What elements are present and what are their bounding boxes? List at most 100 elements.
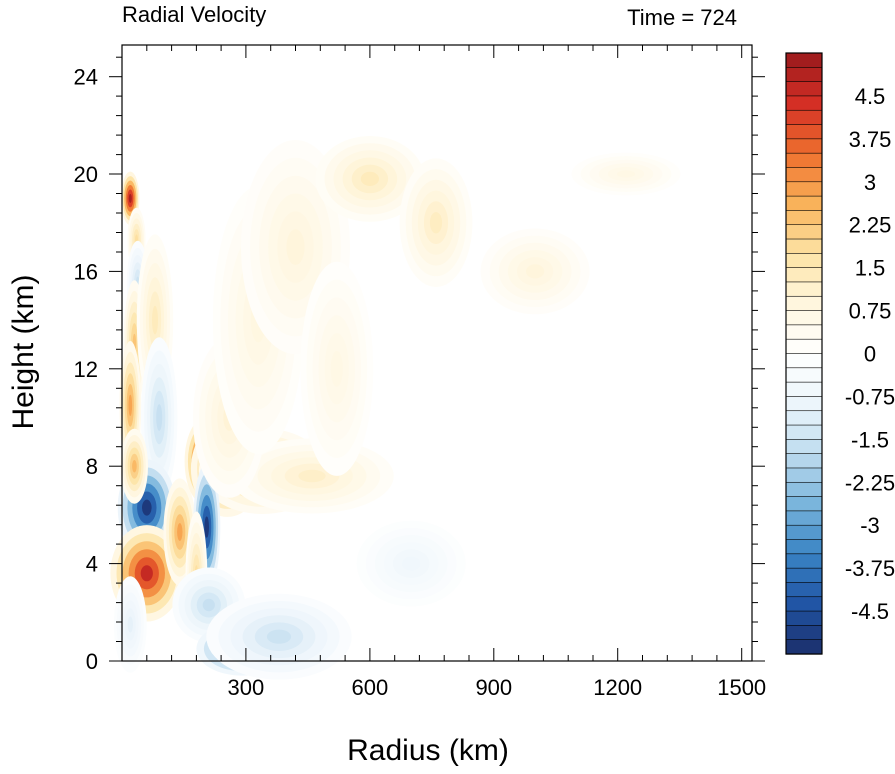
colorbar-swatch (785, 381, 823, 398)
colorbar-swatch (785, 424, 823, 440)
colorbar-label: 2.25 (849, 213, 892, 238)
colorbar-swatch (785, 353, 823, 369)
velocity-feature (315, 136, 425, 222)
plot-area (109, 44, 765, 680)
colorbar-swatch (785, 195, 823, 212)
velocity-feature (571, 152, 681, 196)
x-tick-label: 900 (475, 675, 512, 700)
colorbar-swatch (785, 138, 823, 154)
colorbar-swatch (785, 338, 823, 355)
y-tick-label: 12 (74, 357, 98, 382)
x-tick-label: 300 (228, 675, 265, 700)
colorbar-swatch (785, 639, 823, 655)
velocity-contour-band (616, 170, 636, 178)
colorbar-swatch (785, 582, 823, 598)
colorbar-swatch (785, 267, 823, 283)
colorbar-label: -3.75 (845, 556, 895, 581)
velocity-feature (120, 428, 148, 504)
colorbar-swatch (785, 281, 823, 297)
velocity-feature (399, 158, 473, 287)
x-tick-label: 600 (352, 675, 389, 700)
velocity-contour-band (132, 460, 137, 473)
x-tick-label: 1500 (717, 675, 766, 700)
velocity-contour-band (266, 629, 292, 644)
colorbar-swatch (785, 610, 823, 626)
colorbar-swatch (785, 310, 823, 326)
colorbar-swatch (785, 210, 823, 226)
x-tick-label: 1200 (593, 675, 642, 700)
velocity-contour-band (402, 556, 421, 571)
colorbar-label: -4.5 (851, 599, 889, 624)
velocity-contour-band (156, 404, 163, 431)
velocity-feature (300, 261, 374, 476)
velocity-contour-band (128, 394, 133, 416)
velocity-contour-band (140, 565, 153, 582)
colorbar-swatch (785, 410, 823, 426)
colorbar-swatch (785, 524, 823, 541)
y-tick-label: 20 (74, 162, 98, 187)
colorbar-swatch (785, 109, 823, 126)
colorbar-swatch (785, 510, 823, 526)
colorbar-swatch (785, 453, 823, 469)
colorbar-swatch (785, 596, 823, 612)
velocity-contour-band (526, 264, 545, 279)
y-tick-label: 0 (86, 649, 98, 674)
colorbar-label: -2.25 (845, 470, 895, 495)
colorbar-swatch (785, 467, 823, 483)
velocity-feature (113, 576, 147, 673)
velocity-feature (480, 228, 590, 315)
colorbar-label: 3 (864, 170, 876, 195)
y-tick-label: 24 (74, 65, 98, 90)
chart-title: Radial Velocity (122, 2, 266, 27)
colorbar-swatch (785, 539, 823, 555)
colorbar (785, 52, 823, 655)
colorbar-label: 0 (864, 342, 876, 367)
velocity-contour-band (202, 598, 215, 612)
colorbar-label: -3 (860, 513, 880, 538)
colorbar-label: -0.75 (845, 384, 895, 409)
time-label: Time = 724 (627, 5, 737, 30)
velocity-feature (206, 593, 352, 680)
velocity-contour-band (204, 516, 209, 538)
y-tick-label: 16 (74, 259, 98, 284)
velocity-contour-band (298, 469, 326, 483)
colorbar-swatch (785, 367, 823, 383)
colorbar-label: 0.75 (849, 299, 892, 324)
colorbar-swatch (785, 625, 823, 641)
colorbar-swatch (785, 124, 823, 140)
velocity-contour-band (128, 193, 132, 203)
plot-frame (121, 44, 753, 662)
velocity-feature (356, 520, 466, 607)
velocity-contour-band (142, 499, 152, 516)
colorbar-swatch (785, 567, 823, 584)
velocity-contour-band (429, 212, 443, 234)
colorbar-swatch (785, 439, 823, 455)
colorbar-frame (785, 52, 823, 655)
colorbar-swatch (785, 295, 823, 312)
colorbar-swatch (785, 95, 823, 111)
colorbar-swatch (785, 224, 823, 240)
colorbar-swatch (785, 396, 823, 412)
colorbar-label: 4.5 (855, 84, 886, 109)
velocity-contour-band (127, 616, 133, 633)
y-axis-tick-labels: 0 4 8 12 16 20 24 (74, 65, 98, 674)
colorbar-swatch (785, 52, 823, 68)
colorbar-swatch (785, 238, 823, 254)
axis-ticks (109, 45, 765, 662)
velocity-contour-band (360, 171, 379, 186)
colorbar-swatch (785, 152, 823, 169)
y-tick-label: 4 (86, 552, 98, 577)
colorbar-swatch (785, 67, 823, 83)
colorbar-swatch (785, 81, 823, 97)
colorbar-swatch (785, 181, 823, 197)
velocity-contour-band (330, 350, 343, 387)
colorbar-swatch (785, 481, 823, 498)
colorbar-label: 1.5 (855, 256, 886, 281)
colorbar-swatch (785, 167, 823, 183)
colorbar-labels: 4.5 3.75 3 2.25 1.5 0.75 0 -0.75 -1.5 -2.25 -3 -3.7… (845, 84, 895, 624)
x-axis-tick-labels: 300 600 900 1200 1500 (228, 675, 767, 700)
velocity-feature (141, 337, 178, 498)
velocity-contour-field (110, 136, 681, 680)
x-axis-label: Radius (km) (347, 734, 509, 767)
